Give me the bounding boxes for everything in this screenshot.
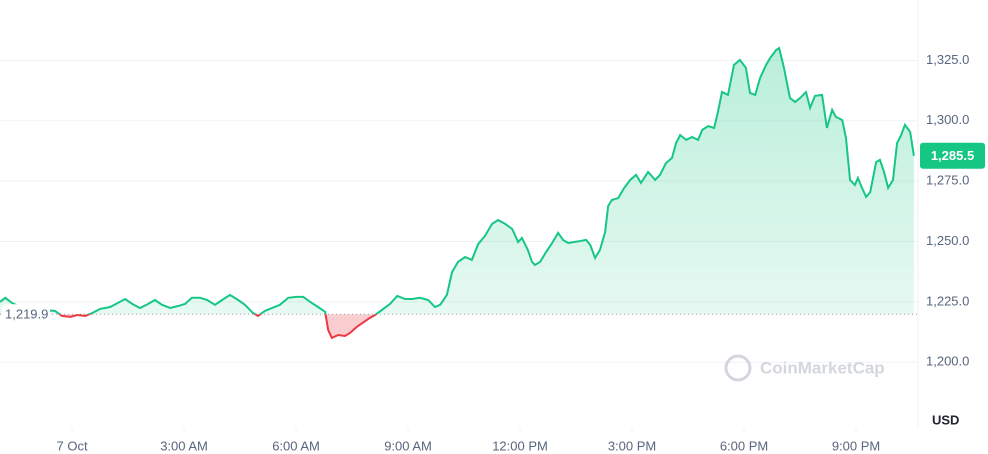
y-tick-label: 1,250.0 bbox=[926, 233, 969, 248]
x-tick-label: 3:00 AM bbox=[160, 438, 208, 453]
x-tick-label: 7 Oct bbox=[57, 438, 88, 453]
baseline-label: 1,219.9 bbox=[5, 307, 48, 322]
x-tick-label: 9:00 AM bbox=[384, 438, 432, 453]
current-price-badge bbox=[920, 142, 985, 169]
x-tick-label: 6:00 AM bbox=[272, 438, 320, 453]
y-axis-label: USD bbox=[932, 412, 959, 427]
y-tick-label: 1,225.0 bbox=[926, 293, 969, 308]
x-tick-label: 6:00 PM bbox=[720, 438, 768, 453]
y-tick-label: 1,275.0 bbox=[926, 173, 969, 188]
watermark-text: CoinMarketCap bbox=[760, 358, 885, 377]
baseline-label-bg bbox=[2, 304, 50, 325]
x-tick-label: 12:00 PM bbox=[492, 438, 548, 453]
watermark: CoinMarketCap bbox=[724, 354, 885, 382]
current-price-label: 1,285.5 bbox=[931, 148, 974, 163]
watermark-logo bbox=[724, 354, 752, 382]
y-tick-label: 1,200.0 bbox=[926, 354, 969, 369]
y-tick-label: 1,325.0 bbox=[926, 52, 969, 67]
y-tick-label: 1,300.0 bbox=[926, 112, 969, 127]
x-tick-label: 3:00 PM bbox=[608, 438, 656, 453]
x-tick-label: 9:00 PM bbox=[832, 438, 880, 453]
area-fill bbox=[0, 48, 914, 315]
price-line bbox=[0, 46, 915, 315]
